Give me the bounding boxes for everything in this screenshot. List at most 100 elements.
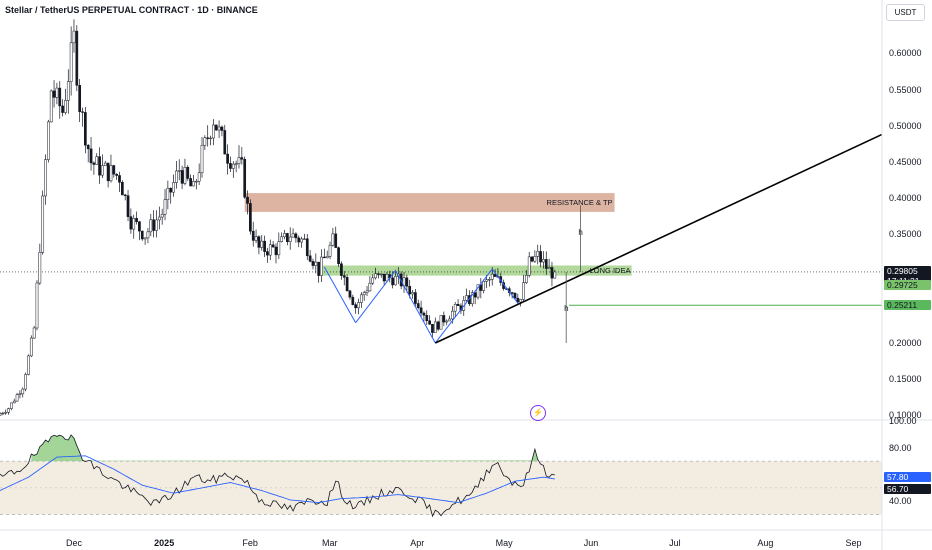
candle-body <box>425 315 429 321</box>
candle-body <box>197 172 201 182</box>
candle-body <box>47 121 50 160</box>
candle-body <box>354 304 357 309</box>
candle-body <box>226 153 229 164</box>
candle-body <box>311 261 315 266</box>
candle-body <box>294 233 298 239</box>
candle-body <box>493 273 497 277</box>
candle-body <box>382 273 386 282</box>
candle-body <box>448 318 451 322</box>
date-tick-label: Jun <box>583 538 599 548</box>
candle-body <box>21 388 25 395</box>
candle-body <box>192 181 195 187</box>
candle-body <box>135 218 138 222</box>
date-tick-label: Apr <box>410 538 425 548</box>
candle-body <box>223 130 227 155</box>
candle-body <box>163 199 167 215</box>
candle-body <box>530 256 534 262</box>
candle-body <box>411 292 414 295</box>
candle-body <box>237 157 241 164</box>
currency-button[interactable]: USDT <box>886 4 925 21</box>
candle-body <box>371 277 375 284</box>
rsi-ma-line <box>0 455 555 504</box>
candle-body <box>203 137 207 146</box>
date-tick-label: Mar <box>322 538 338 548</box>
candle-body <box>55 87 59 98</box>
candle-body <box>64 100 67 113</box>
candle-body <box>456 304 460 306</box>
price-tick-label: 0.10000 <box>889 410 922 421</box>
candle-body <box>0 413 2 416</box>
pattern-line <box>491 268 519 304</box>
candle-body <box>351 296 355 305</box>
candle-body <box>308 255 312 262</box>
candle-body <box>519 299 523 303</box>
price-tick-label: 0.45000 <box>889 156 922 167</box>
candle-body <box>38 252 42 284</box>
candle-body <box>288 236 292 243</box>
date-tick-label: Dec <box>65 538 82 548</box>
candle-body <box>271 244 275 248</box>
candle-body <box>325 256 329 259</box>
candle-body <box>513 292 517 299</box>
candle-body <box>120 182 124 196</box>
candle-body <box>140 230 144 240</box>
candle-body <box>92 162 96 165</box>
candle-body <box>175 170 178 183</box>
candle-body <box>78 85 82 112</box>
candle-body <box>516 297 520 303</box>
rsi-value-tag: 57.80 <box>884 472 931 483</box>
candle-body <box>212 124 215 139</box>
rsi-overbought-fill <box>31 434 538 462</box>
candle-body <box>251 230 255 241</box>
candle-body <box>15 394 19 402</box>
date-tick-label: Aug <box>757 538 774 548</box>
candle-body <box>29 337 33 357</box>
candle-body <box>234 163 238 165</box>
candle-body <box>177 170 181 172</box>
rsi-ma-value-tag: 56.70 <box>884 483 931 494</box>
measure-mark-lower: h <box>564 304 569 314</box>
candle-body <box>374 273 377 279</box>
candle-body <box>274 246 278 256</box>
candle-body <box>24 374 27 390</box>
candle-body <box>305 238 309 257</box>
candle-body <box>485 279 488 282</box>
candlesticks <box>0 19 557 416</box>
candle-body <box>522 282 525 300</box>
candle-body <box>280 236 284 242</box>
candle-body <box>160 214 164 218</box>
candle-body <box>320 256 323 276</box>
rsi-tick-label: 40.00 <box>889 496 912 507</box>
date-tick-label: Feb <box>242 538 258 548</box>
candle-body <box>328 244 332 257</box>
candle-body <box>126 195 130 217</box>
candle-body <box>4 411 8 414</box>
candle-body <box>49 90 53 123</box>
candle-body <box>368 282 372 292</box>
candle-body <box>246 196 249 204</box>
candle-body <box>115 173 119 176</box>
candle-body <box>334 233 338 248</box>
candle-body <box>314 261 318 266</box>
pattern-line <box>395 270 436 344</box>
candle-body <box>510 292 514 294</box>
candle-body <box>451 310 454 320</box>
candle-body <box>365 290 369 294</box>
candle-body <box>428 320 431 325</box>
candle-body <box>268 244 272 256</box>
candle-body <box>44 159 47 197</box>
candle-body <box>217 126 221 131</box>
candle-body <box>348 290 352 298</box>
candle-body <box>539 251 542 263</box>
lightning-icon[interactable]: ⚡ <box>530 405 546 421</box>
candle-body <box>143 237 147 240</box>
candle-body <box>331 233 335 246</box>
candle-body <box>553 271 557 279</box>
candle-body <box>229 163 232 169</box>
candle-body <box>465 295 468 301</box>
candle-body <box>547 267 551 269</box>
date-tick-label: Jul <box>669 538 681 548</box>
candle-body <box>445 320 449 323</box>
